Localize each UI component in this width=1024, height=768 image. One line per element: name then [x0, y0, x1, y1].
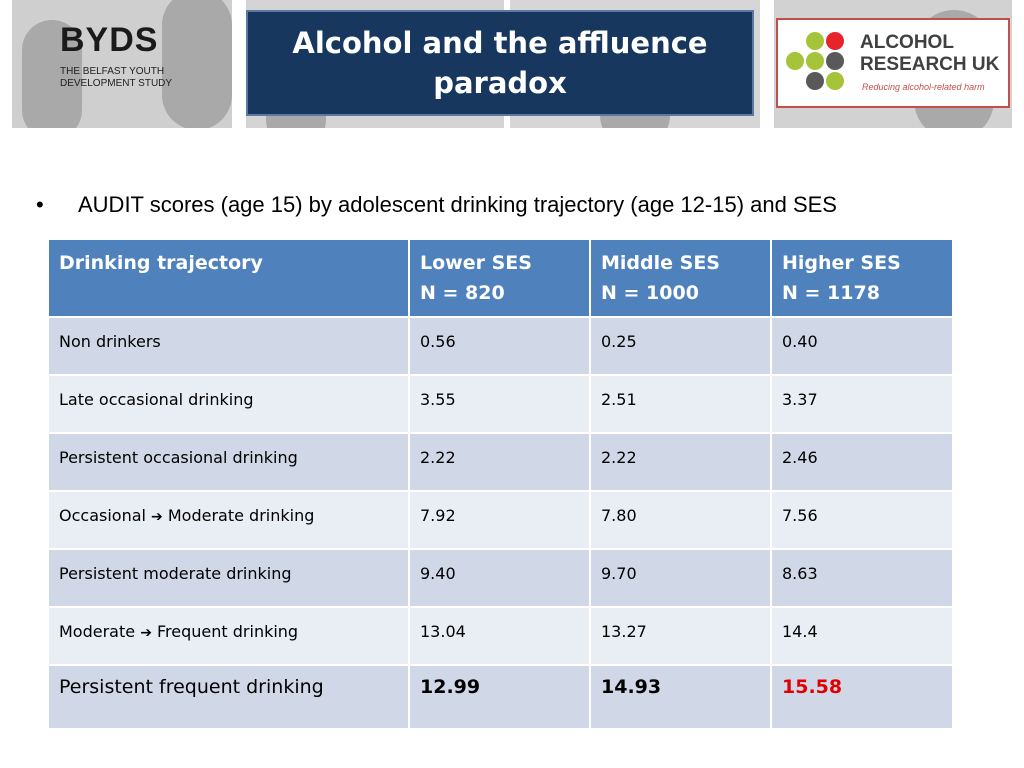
cell-value: 2.22 [408, 432, 591, 492]
aruk-name: ALCOHOL RESEARCH UK [860, 32, 1000, 75]
table-row: Non drinkers 0.56 0.25 0.40 [47, 316, 954, 376]
cell-value: 7.92 [408, 490, 591, 550]
cell-value: 7.80 [589, 490, 772, 550]
table-row: Persistent frequent drinking 12.99 14.93… [47, 664, 954, 730]
cell-value: 2.22 [589, 432, 772, 492]
cell-value: 3.37 [770, 374, 954, 434]
table-row: Moderate ➔ Frequent drinking 13.04 13.27… [47, 606, 954, 666]
alcohol-research-uk-logo: ALCOHOL RESEARCH UK Reducing alcohol-rel… [776, 18, 1010, 108]
row-label: Persistent frequent drinking [47, 664, 410, 730]
bullet-point: • AUDIT scores (age 15) by adolescent dr… [36, 190, 837, 220]
byds-logo: BYDS THE BELFAST YOUTH DEVELOPMENT STUDY [60, 22, 190, 90]
byds-subtitle: THE BELFAST YOUTH DEVELOPMENT STUDY [60, 66, 173, 89]
slide-title: Alcohol and the affluence paradox [292, 26, 708, 100]
bullet-icon: • [36, 192, 44, 217]
byds-photo-panel [12, 0, 232, 128]
bullet-text: AUDIT scores (age 15) by adolescent drin… [78, 192, 837, 217]
cell-value: 0.40 [770, 316, 954, 376]
header-trajectory: Drinking trajectory [47, 238, 410, 318]
header-higher-ses: Higher SES N = 1178 [770, 238, 954, 318]
table-row: Persistent occasional drinking 2.22 2.22… [47, 432, 954, 492]
cell-value-highlighted: 15.58 [770, 664, 954, 730]
row-label: Persistent moderate drinking [47, 548, 410, 608]
aruk-tagline: Reducing alcohol-related harm [862, 82, 985, 92]
table-row: Occasional ➔ Moderate drinking 7.92 7.80… [47, 490, 954, 550]
byds-title: BYDS [60, 21, 159, 59]
aruk-dots-icon [786, 32, 856, 92]
cell-value: 3.55 [408, 374, 591, 434]
header-lower-ses: Lower SES N = 820 [408, 238, 591, 318]
table-row: Late occasional drinking 3.55 2.51 3.37 [47, 374, 954, 434]
row-label: Late occasional drinking [47, 374, 410, 434]
cell-value: 2.51 [589, 374, 772, 434]
right-arrow-icon: ➔ [140, 625, 152, 641]
cell-value: 13.04 [408, 606, 591, 666]
row-label: Persistent occasional drinking [47, 432, 410, 492]
cell-value: 8.63 [770, 548, 954, 608]
right-arrow-icon: ➔ [151, 509, 163, 525]
cell-value: 14.93 [589, 664, 772, 730]
row-label: Moderate ➔ Frequent drinking [47, 606, 410, 666]
cell-value: 9.40 [408, 548, 591, 608]
cell-value: 13.27 [589, 606, 772, 666]
header-banner: BYDS THE BELFAST YOUTH DEVELOPMENT STUDY… [0, 0, 1024, 130]
table-row: Persistent moderate drinking 9.40 9.70 8… [47, 548, 954, 608]
cell-value: 0.56 [408, 316, 591, 376]
row-label: Non drinkers [47, 316, 410, 376]
cell-value: 7.56 [770, 490, 954, 550]
table-header-row: Drinking trajectory Lower SES N = 820 Mid… [47, 238, 954, 318]
row-label: Occasional ➔ Moderate drinking [47, 490, 410, 550]
cell-value: 0.25 [589, 316, 772, 376]
slide-title-box: Alcohol and the affluence paradox [246, 10, 754, 116]
audit-scores-table: Drinking trajectory Lower SES N = 820 Mid… [47, 238, 954, 730]
cell-value: 9.70 [589, 548, 772, 608]
cell-value: 2.46 [770, 432, 954, 492]
header-middle-ses: Middle SES N = 1000 [589, 238, 772, 318]
cell-value: 12.99 [408, 664, 591, 730]
cell-value: 14.4 [770, 606, 954, 666]
